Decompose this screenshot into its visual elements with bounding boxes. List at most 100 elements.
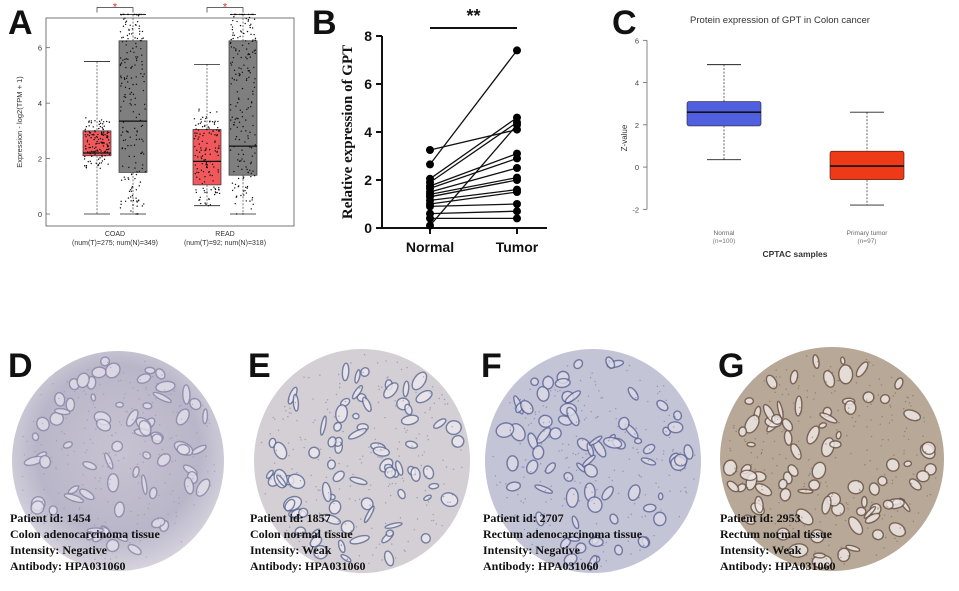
chart-a-point [248,16,251,19]
tissue-nucleus [506,496,508,499]
panel-label-a: A [8,4,33,42]
chart-a-point [236,91,239,93]
tissue-nucleus [741,481,744,484]
tissue-gland [506,455,519,472]
chart-a-point [251,51,254,53]
chart-a-point [200,147,202,149]
tissue-nucleus [402,397,405,400]
tissue-nucleus [859,489,861,492]
chart-a-point [231,26,234,28]
chart-a-point [199,133,201,135]
tissue-nucleus [881,518,883,520]
chart-b-point-tumor [513,164,521,172]
chart-a-point [141,68,143,70]
chart-a-point [131,33,133,35]
tissue-nucleus [519,443,521,445]
tissue-nucleus [304,438,306,441]
tissue-nucleus [785,535,788,537]
chart-a-point [88,120,90,122]
tissue-nucleus [577,400,580,402]
chart-a-point [93,138,95,141]
chart-a-point [249,72,251,74]
tissue-nucleus [496,484,498,486]
tissue-nucleus [811,436,814,439]
tissue-nucleus [843,563,845,565]
tissue-nucleus [85,393,87,395]
tissue-nucleus [893,499,895,501]
tissue-nucleus [838,379,840,382]
tissue-nucleus [171,461,173,463]
tissue-nucleus [523,398,526,401]
tissue-nucleus [520,500,522,502]
tissue-nucleus [77,397,80,399]
chart-a-point [243,160,245,163]
tissue-nucleus [101,525,104,528]
tissue-nucleus [395,483,397,485]
tissue-nucleus [402,400,404,402]
tissue-nucleus [561,449,563,451]
tissue-nucleus [395,557,397,559]
chart-a-point [127,197,130,199]
chart-c-title: Protein expression of GPT in Colon cance… [690,15,870,26]
tissue-nucleus [84,451,87,454]
chart-a-point [135,138,138,141]
chart-a-point [120,200,122,203]
tissue-nucleus [518,439,520,442]
tissue-nucleus [126,411,128,413]
tissue-gland [175,408,190,426]
tissue-gland [155,368,166,380]
tissue-panel-g: G Patient id: 2953 Rectum normal tissue … [714,345,952,580]
chart-a-point [253,175,256,177]
tissue-nucleus [613,532,615,534]
tissue-nucleus [170,493,172,495]
tissue-nucleus [590,410,592,413]
chart-a-point [205,116,208,118]
chart-a-ytick-label: 6 [38,44,42,53]
tissue-nucleus [23,454,26,456]
chart-a-point [252,170,254,172]
chart-a-point [128,155,130,158]
chart-a-point [207,198,210,200]
chart-a-point [140,40,143,42]
chart-a-point [251,101,253,103]
chart-a-point [141,167,144,170]
tissue-nucleus [565,402,567,405]
tissue-gland [422,465,435,480]
tissue-nucleus [839,441,842,443]
chart-a-point [139,30,141,32]
tissue-nucleus [374,438,377,441]
tissue-nucleus [171,490,174,492]
chart-a-point [250,161,252,163]
chart-a-point [94,131,96,133]
tissue-nucleus [628,364,631,367]
tissue-nucleus [642,544,645,547]
tissue-nucleus [892,395,895,397]
tissue-nucleus [170,393,172,395]
tissue-nucleus [801,516,803,519]
chart-a-point [102,145,105,147]
chart-a-point [202,134,204,137]
tissue-nucleus [555,381,557,383]
tissue-nucleus [432,513,434,516]
tissue-gland [657,492,664,501]
tissue-nucleus [594,380,596,383]
tissue-nucleus [131,407,133,410]
tissue-nucleus [658,486,660,488]
chart-a-point [138,138,141,140]
tissue-nucleus [684,490,687,493]
tissue-nucleus [136,523,139,525]
tissue-nucleus [800,410,803,413]
chart-a-point [204,202,206,204]
chart-a-point [239,74,241,76]
tissue-nucleus [866,405,869,408]
tissue-nucleus [391,482,394,485]
tissue-nucleus [797,387,800,389]
tissue-nucleus [524,498,527,500]
tissue-gland [806,425,820,445]
tissue-nucleus [34,450,36,453]
tissue-gland [809,529,825,544]
chart-a-point [130,99,132,101]
tissue-nucleus [375,546,377,549]
chart-a-point [241,111,243,113]
chart-c-ylabel: Z-value [620,124,629,151]
